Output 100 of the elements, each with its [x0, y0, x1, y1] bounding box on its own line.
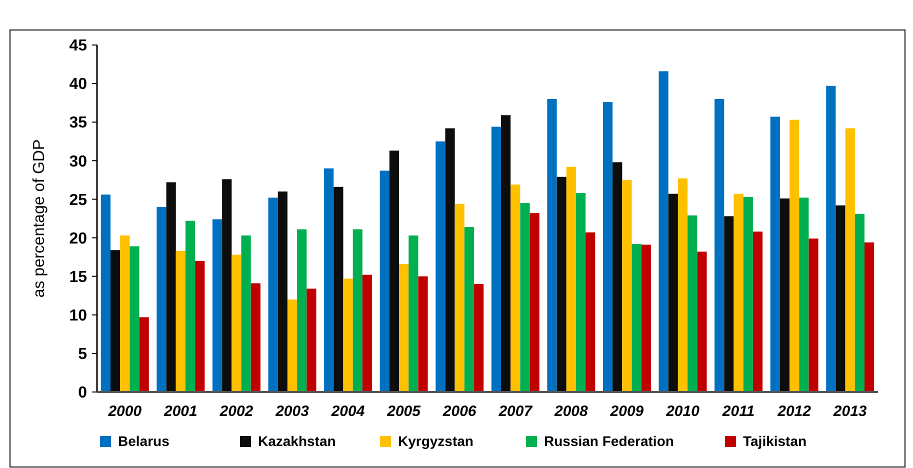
x-tick-label: 2013	[832, 403, 868, 420]
bar	[110, 250, 120, 392]
legend-label: Kazakhstan	[258, 433, 336, 449]
bar	[586, 232, 596, 392]
y-tick-label: 10	[69, 307, 88, 324]
legend-label: Belarus	[118, 433, 170, 449]
bar	[612, 162, 622, 392]
bar	[602, 102, 613, 392]
y-tick-label: 30	[69, 153, 88, 170]
y-tick-label: 40	[69, 76, 88, 94]
bar	[688, 215, 698, 392]
bar	[799, 198, 809, 392]
bar	[668, 194, 678, 392]
bar	[278, 192, 288, 392]
bar	[445, 128, 455, 392]
bar	[418, 276, 428, 392]
bar	[845, 128, 855, 392]
x-tick-label: 2003	[274, 403, 310, 420]
bar	[566, 166, 576, 392]
bar	[454, 204, 464, 392]
x-tick-label: 2008	[553, 403, 589, 420]
bar	[790, 120, 800, 392]
bar	[752, 232, 763, 392]
bar	[287, 299, 298, 392]
legend-label: Tajikistan	[743, 433, 807, 449]
x-tick-label: 2004	[330, 403, 366, 420]
bar	[510, 184, 520, 392]
bar	[576, 193, 586, 392]
bar	[501, 115, 511, 392]
bar	[864, 242, 874, 392]
bar	[297, 229, 307, 392]
bar	[658, 71, 668, 392]
bar	[408, 235, 418, 392]
bar	[212, 219, 222, 392]
bar	[222, 179, 232, 392]
bar	[836, 205, 846, 392]
bar	[641, 244, 651, 392]
bar	[380, 170, 390, 392]
bar	[436, 141, 446, 392]
bar	[268, 198, 278, 392]
bar	[195, 260, 205, 392]
y-tick-label: 35	[69, 114, 88, 132]
bar	[826, 86, 836, 392]
bar	[678, 178, 688, 392]
bar	[232, 254, 242, 392]
x-tick-label: 2009	[609, 403, 644, 420]
x-tick-label: 2006	[442, 403, 477, 420]
y-tick-label: 45	[69, 38, 88, 55]
bar	[120, 235, 130, 392]
bar	[697, 252, 707, 392]
bar	[808, 238, 818, 392]
y-tick-label: 20	[69, 230, 88, 248]
bar	[520, 203, 530, 392]
x-tick-label: 2005	[386, 403, 422, 420]
bar	[156, 206, 166, 392]
bar	[714, 98, 724, 392]
y-tick-label: 25	[69, 192, 88, 209]
bar	[854, 214, 864, 392]
y-tick-label: 5	[78, 346, 88, 364]
bar	[547, 98, 557, 392]
x-tick-label: 2007	[498, 403, 533, 420]
bar	[185, 220, 196, 392]
bar	[130, 246, 140, 392]
legend-label: Russian Federation	[544, 433, 674, 449]
bar	[324, 168, 334, 392]
y-tick-label: 15	[69, 268, 88, 286]
bar	[362, 274, 372, 392]
bar	[399, 264, 409, 392]
bar	[734, 194, 744, 392]
bar	[100, 194, 110, 392]
bar	[306, 288, 316, 392]
x-tick-label: 2002	[218, 403, 254, 420]
x-tick-label: 2000	[107, 403, 142, 420]
bar	[491, 126, 501, 392]
bar	[530, 213, 540, 392]
y-axis-title: as percentage of GDP	[31, 139, 48, 298]
bar	[622, 180, 632, 392]
bar	[389, 150, 400, 392]
bar	[743, 196, 753, 392]
bar	[464, 226, 474, 392]
bar	[250, 283, 260, 392]
bar	[166, 182, 176, 392]
bar	[556, 176, 566, 392]
x-tick-label: 2001	[162, 403, 198, 420]
bar	[632, 244, 642, 392]
y-tick-label: 0	[78, 384, 88, 402]
bar	[724, 216, 734, 392]
bar	[334, 186, 344, 392]
bar	[139, 317, 149, 392]
bar	[176, 250, 186, 392]
bar	[352, 229, 362, 392]
legend-label: Kyrgyzstan	[398, 433, 474, 449]
x-tick-label: 2010	[665, 403, 700, 420]
x-tick-label: 2011	[721, 403, 755, 420]
bar	[780, 198, 790, 392]
bar	[241, 235, 251, 392]
x-tick-label: 2012	[776, 403, 812, 420]
bar	[474, 284, 484, 392]
bar	[343, 278, 353, 392]
bar	[770, 116, 780, 392]
